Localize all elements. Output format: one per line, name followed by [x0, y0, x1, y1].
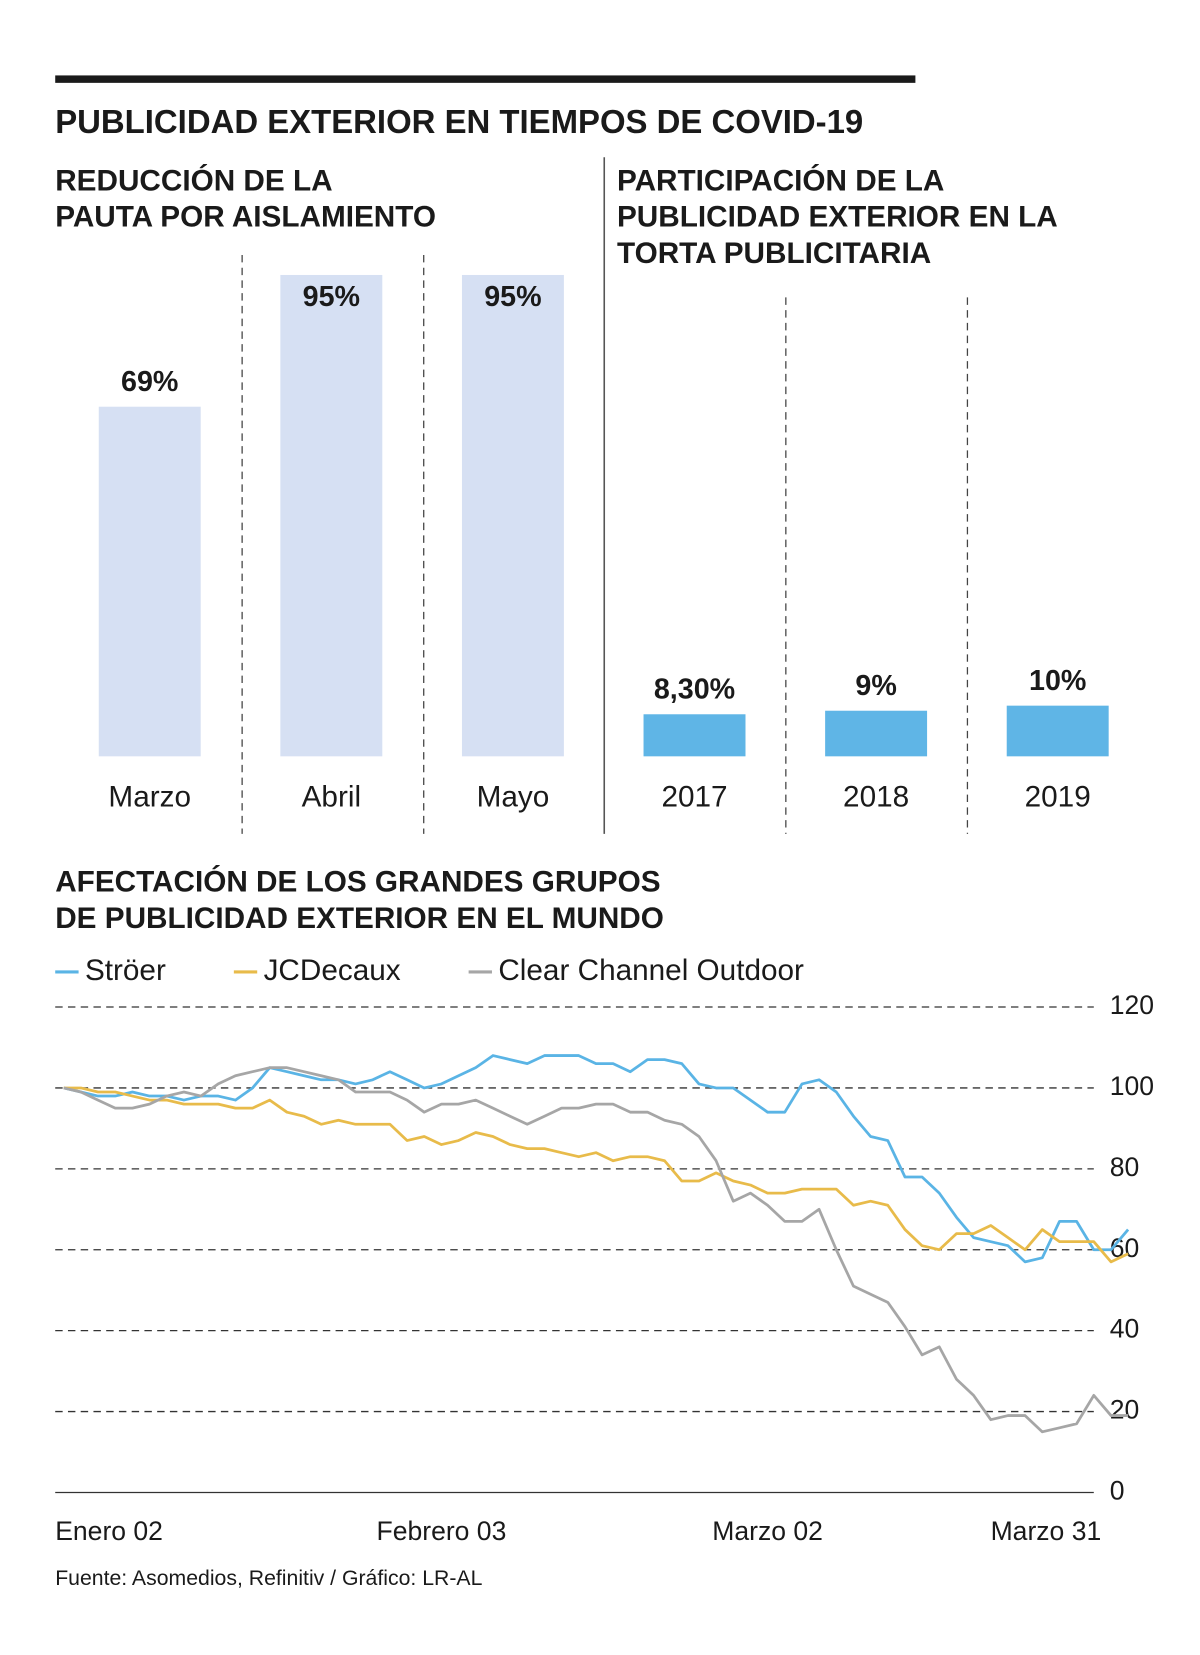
x-tick-label: Marzo [108, 781, 191, 814]
series-line [63, 1066, 1129, 1434]
chart-title: PUBLICIDAD EXTERIOR EN LA [617, 201, 1058, 234]
series-line [63, 1086, 1129, 1264]
series-line [63, 1054, 1130, 1264]
source-note: Fuente: Asomedios, Refinitiv / Gráfico: … [55, 1566, 482, 1590]
legend-label: Clear Channel Outdoor [498, 954, 804, 987]
chart-title: REDUCCIÓN DE LA [55, 164, 332, 198]
main-title: PUBLICIDAD EXTERIOR EN TIEMPOS DE COVID-… [55, 103, 863, 140]
x-tick-label: 2017 [661, 781, 727, 814]
x-tick-label: Marzo 02 [712, 1516, 823, 1546]
y-tick-label: 20 [1110, 1395, 1140, 1425]
legend-label: JCDecaux [264, 954, 401, 987]
value-label: 8,30% [654, 673, 735, 705]
x-tick-label: Mayo [477, 781, 550, 814]
value-label: 95% [303, 281, 360, 313]
y-tick-label: 40 [1110, 1314, 1140, 1344]
y-tick-label: 80 [1110, 1152, 1140, 1182]
x-tick-label: 2018 [843, 781, 909, 814]
value-label: 10% [1029, 665, 1086, 697]
value-label: 95% [484, 281, 541, 313]
column-separators [241, 254, 969, 834]
bar [280, 274, 383, 757]
chart-title: DE PUBLICIDAD EXTERIOR EN EL MUNDO [55, 902, 664, 935]
x-tick-label: 2019 [1025, 781, 1091, 814]
bar [461, 274, 564, 757]
bar [643, 714, 746, 757]
x-tick-label: Abril [302, 781, 361, 814]
x-tick-label: Enero 02 [55, 1516, 163, 1546]
bar [98, 406, 201, 757]
x-tick-label: Febrero 03 [376, 1516, 506, 1546]
top-rule [55, 75, 916, 83]
chart-title: TORTA PUBLICITARIA [617, 237, 931, 270]
bar [825, 710, 928, 757]
y-tick-label: 0 [1110, 1475, 1125, 1505]
y-tick-label: 120 [1110, 990, 1154, 1020]
bar [1006, 705, 1109, 757]
y-tick-label: 60 [1110, 1233, 1140, 1263]
legend-label: Ströer [85, 954, 166, 987]
chart-title: PARTICIPACIÓN DE LA [617, 164, 944, 198]
value-label: 69% [121, 366, 178, 398]
chart-title: AFECTACIÓN DE LOS GRANDES GRUPOS [55, 865, 660, 899]
value-label: 9% [855, 670, 896, 702]
x-tick-label: Marzo 31 [991, 1516, 1102, 1546]
y-tick-label: 100 [1110, 1071, 1154, 1101]
chart-title: PAUTA POR AISLAMIENTO [55, 201, 436, 234]
